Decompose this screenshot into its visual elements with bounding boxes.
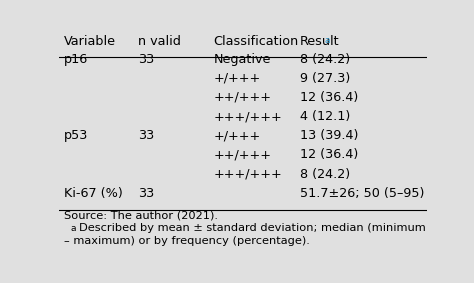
Text: Ki-67 (%): Ki-67 (%) [64,187,122,200]
Text: +++/+++: +++/+++ [213,110,283,123]
Text: Described by mean ± standard deviation; median (minimum: Described by mean ± standard deviation; … [79,223,426,233]
Text: p53: p53 [64,129,88,142]
Text: 13 (39.4): 13 (39.4) [300,129,358,142]
Text: +/+++: +/+++ [213,72,261,85]
Text: +++/+++: +++/+++ [213,168,283,181]
Text: 8 (24.2): 8 (24.2) [300,53,350,66]
Text: Result: Result [300,35,339,48]
Text: ++/+++: ++/+++ [213,149,272,161]
Text: Source: The author (2021).: Source: The author (2021). [64,210,218,220]
Text: a: a [325,36,330,45]
Text: 12 (36.4): 12 (36.4) [300,149,358,161]
Text: ++/+++: ++/+++ [213,91,272,104]
Text: 33: 33 [138,187,155,200]
Text: p16: p16 [64,53,88,66]
Text: 8 (24.2): 8 (24.2) [300,168,350,181]
Text: 33: 33 [138,129,155,142]
Text: Classification: Classification [213,35,299,48]
Text: Variable: Variable [64,35,116,48]
Text: 33: 33 [138,53,155,66]
Text: n valid: n valid [138,35,181,48]
Text: 4 (12.1): 4 (12.1) [300,110,350,123]
Text: – maximum) or by frequency (percentage).: – maximum) or by frequency (percentage). [64,236,310,246]
Text: Negative: Negative [213,53,271,66]
Text: +/+++: +/+++ [213,129,261,142]
Text: 51.7±26; 50 (5–95): 51.7±26; 50 (5–95) [300,187,424,200]
Text: 12 (36.4): 12 (36.4) [300,91,358,104]
Text: a: a [70,224,76,233]
Text: 9 (27.3): 9 (27.3) [300,72,350,85]
